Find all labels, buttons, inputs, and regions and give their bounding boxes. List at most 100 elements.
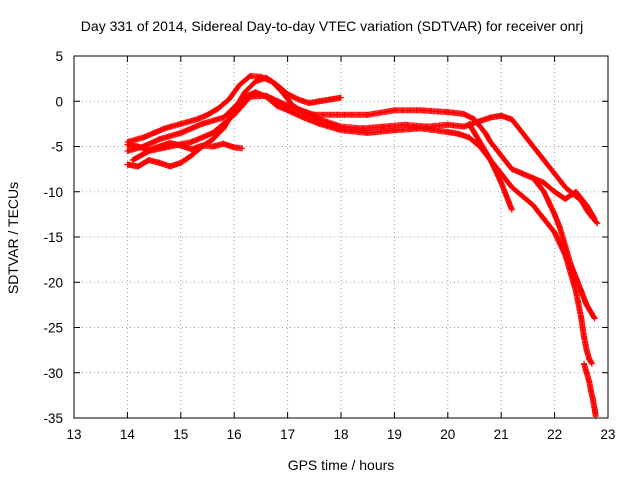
data-point (487, 114, 494, 121)
data-point (156, 159, 163, 166)
y-tick-label: -15 (43, 230, 63, 245)
data-point (444, 129, 451, 136)
data-point (578, 315, 585, 322)
grid (74, 56, 608, 418)
series-track-8 (580, 360, 599, 420)
data-point (519, 170, 526, 177)
data-point (471, 116, 478, 123)
y-tick-label: -5 (51, 140, 63, 155)
data-point (161, 125, 168, 132)
data-point (124, 148, 131, 155)
data-point (167, 163, 174, 170)
series-track-7 (530, 175, 598, 322)
y-tick-label: 0 (55, 94, 63, 109)
data-point (124, 161, 131, 168)
data-point (498, 179, 505, 186)
data-point (588, 360, 595, 367)
data-point (316, 98, 323, 105)
data-point (145, 157, 152, 164)
y-tick-label: -35 (43, 411, 63, 426)
series-track-4 (124, 89, 595, 367)
data-point (305, 100, 312, 107)
data-point (578, 288, 585, 295)
data-point (586, 378, 593, 385)
data-point (236, 81, 243, 88)
data-point (590, 396, 597, 403)
data-point (220, 114, 227, 121)
series-track-5 (129, 92, 598, 222)
data-point (551, 229, 558, 236)
data-point (594, 220, 601, 227)
data-point (551, 211, 558, 218)
data-point (338, 127, 344, 134)
data-point (418, 125, 425, 132)
data-series (124, 72, 601, 420)
x-tick-label: 20 (440, 427, 455, 442)
data-point (572, 188, 579, 195)
x-axis-label: GPS time / hours (288, 457, 395, 473)
data-point (583, 369, 590, 376)
data-point (460, 110, 467, 117)
series-track-6 (466, 120, 515, 213)
data-point (263, 92, 270, 99)
data-point (551, 170, 558, 177)
data-point (177, 129, 184, 136)
x-tick-label: 14 (120, 427, 136, 442)
data-point (519, 129, 526, 136)
data-point (220, 140, 227, 147)
data-point (247, 93, 254, 100)
x-tick-label: 19 (387, 427, 402, 442)
data-point (460, 123, 467, 130)
y-tick-label: 5 (55, 49, 63, 64)
data-point (188, 138, 195, 145)
data-point (252, 78, 259, 85)
data-point (257, 73, 264, 80)
x-tick-label: 21 (494, 427, 509, 442)
data-point (338, 111, 344, 118)
data-point (151, 129, 158, 136)
data-point (391, 127, 398, 134)
data-point (140, 134, 147, 141)
data-point (530, 143, 537, 150)
y-tick-label: -30 (43, 366, 63, 381)
data-point (487, 138, 494, 145)
data-point (268, 78, 275, 85)
y-axis-label: SDTVAR / TECUs (5, 182, 21, 294)
data-point (583, 347, 590, 354)
data-point (316, 120, 323, 127)
x-tick-label: 15 (173, 427, 188, 442)
data-point (140, 143, 147, 150)
data-point (193, 116, 200, 123)
data-point (562, 184, 569, 191)
data-point (225, 96, 232, 103)
data-point (530, 202, 537, 209)
data-point (466, 134, 473, 141)
data-point (444, 109, 451, 116)
data-point (311, 111, 318, 118)
data-point (580, 333, 587, 340)
data-point (129, 157, 136, 164)
data-point (204, 111, 211, 118)
data-point (209, 129, 216, 136)
data-point (327, 96, 334, 103)
data-point (562, 195, 569, 202)
data-point (540, 188, 547, 195)
data-point (519, 193, 526, 200)
data-point (580, 360, 587, 367)
data-point (540, 215, 547, 222)
x-tick-label: 22 (547, 427, 562, 442)
data-point (241, 93, 248, 100)
x-tick-label: 17 (280, 427, 295, 442)
data-point (124, 138, 131, 145)
data-point (135, 163, 142, 170)
data-point (476, 138, 483, 145)
data-point (167, 143, 174, 150)
data-point (530, 175, 537, 182)
data-point (583, 301, 590, 308)
data-point (482, 129, 489, 136)
data-point (498, 112, 505, 119)
data-point (508, 116, 515, 123)
data-point (540, 179, 547, 186)
x-tick-label: 23 (600, 427, 615, 442)
